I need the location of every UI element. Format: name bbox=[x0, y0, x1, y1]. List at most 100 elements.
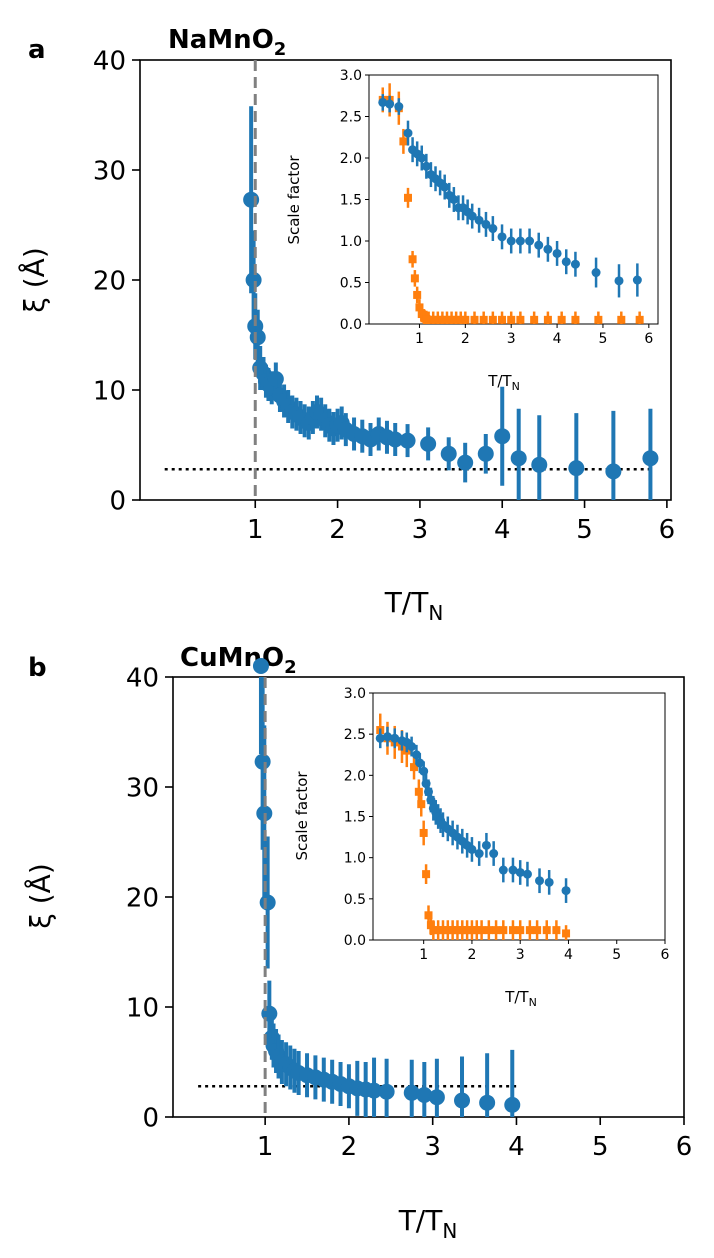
b-y-tick-label: 30 bbox=[126, 773, 159, 803]
material-title-a: NaMnO2 bbox=[168, 25, 286, 60]
a-inset-data-point bbox=[399, 137, 408, 146]
panel-b: 1 2 3 4 5 6 0 10 20 30 40 1 2 3 4 5 6 0.0 0.5 1.0 1.5 2.0 2.5 3… bbox=[126, 658, 692, 1162]
a-inset-data-point bbox=[403, 193, 412, 202]
b-inset-data-point bbox=[453, 926, 462, 935]
a-y-tick-label: 10 bbox=[93, 376, 126, 406]
b-inset-data-point bbox=[533, 926, 542, 935]
a-inset-data-point bbox=[424, 315, 433, 324]
a-inset-y-tick-label: 1.0 bbox=[340, 234, 362, 250]
a-y-tick-label: 30 bbox=[93, 156, 126, 186]
b-y-tick-label: 40 bbox=[126, 663, 159, 693]
inset-y-axis-label-a: Scale factor bbox=[285, 155, 303, 245]
a-inset-data-point bbox=[479, 315, 488, 324]
b-inset-data-point bbox=[375, 733, 385, 743]
a-data-point bbox=[440, 445, 457, 462]
b-inset-y-tick-label: 2.0 bbox=[344, 768, 366, 784]
a-inset-data-point bbox=[481, 219, 491, 229]
b-data-point bbox=[403, 1084, 420, 1101]
a-y-tick-label: 0 bbox=[109, 486, 126, 516]
a-inset-x-tick-label: 2 bbox=[461, 331, 470, 347]
b-inset-data-point bbox=[458, 926, 467, 935]
b-data-point bbox=[259, 894, 276, 911]
a-inset-data-point bbox=[456, 315, 465, 324]
a-inset-data-point bbox=[467, 211, 477, 221]
material-title-b: CuMnO2 bbox=[180, 643, 297, 678]
b-inset-y-tick-label: 2.5 bbox=[344, 727, 366, 743]
b-inset-data-point bbox=[415, 758, 425, 768]
b-inset-data-point bbox=[492, 926, 501, 935]
b-inset-data-point bbox=[515, 867, 525, 877]
a-inset-data-point bbox=[617, 315, 626, 324]
b-inset-data-point bbox=[429, 926, 438, 935]
b-x-tick-label: 4 bbox=[508, 1132, 525, 1162]
b-y-tick-label: 20 bbox=[126, 883, 159, 913]
a-x-tick-label: 3 bbox=[412, 515, 429, 545]
a-inset-y-tick-label: 0.5 bbox=[340, 276, 362, 292]
a-inset-y-tick-label: 3.0 bbox=[340, 68, 362, 84]
y-axis-label-a: ξ (Å) bbox=[17, 247, 51, 313]
x-axis-label-b: T/TN bbox=[398, 1204, 458, 1243]
a-inset-data-point bbox=[452, 315, 461, 324]
a-inset-data-point bbox=[429, 315, 438, 324]
a-inset-data-point bbox=[543, 244, 553, 254]
a-inset-data-point bbox=[570, 259, 580, 269]
a-inset-data-point bbox=[415, 303, 424, 312]
a-inset-data-point bbox=[410, 274, 419, 283]
panel-a: 1 2 3 4 5 6 0 10 20 30 40 1 2 3 4 5 6 0.0 0.5 1.0 1.5 2.0 2.5 3… bbox=[93, 46, 675, 545]
a-inset-x-tick-label: 3 bbox=[507, 331, 516, 347]
b-data-point bbox=[366, 1082, 383, 1099]
a-data-point bbox=[387, 431, 404, 448]
b-inset-data-point bbox=[508, 926, 517, 935]
b-x-tick-label: 2 bbox=[341, 1132, 358, 1162]
a-inset-data-point bbox=[571, 315, 580, 324]
b-inset-data-point bbox=[417, 800, 426, 809]
a-data-point bbox=[494, 428, 511, 445]
a-y-tick-label: 40 bbox=[93, 46, 126, 76]
b-inset-data-point bbox=[481, 840, 491, 850]
b-inset-data-point bbox=[419, 828, 428, 837]
b-x-tick-label: 1 bbox=[257, 1132, 274, 1162]
a-data-point bbox=[568, 460, 585, 477]
a-inset-data-point bbox=[403, 128, 413, 138]
a-inset-data-point bbox=[413, 290, 422, 299]
b-inset-data-point bbox=[499, 926, 508, 935]
b-y-tick-label: 0 bbox=[142, 1103, 159, 1133]
a-inset-data-point bbox=[525, 236, 535, 246]
a-inset-data-point bbox=[421, 161, 431, 171]
b-inset-background bbox=[373, 693, 665, 940]
b-inset-data-point bbox=[544, 877, 554, 887]
inset-x-axis-label-b: T/TN bbox=[504, 988, 537, 1009]
b-inset-data-point bbox=[472, 926, 481, 935]
a-inset-data-point bbox=[552, 248, 562, 258]
b-x-tick-label: 6 bbox=[676, 1132, 693, 1162]
b-inset-data-point bbox=[508, 865, 518, 875]
b-inset-data-point bbox=[434, 926, 443, 935]
a-inset-data-point bbox=[635, 315, 644, 324]
a-inset-data-point bbox=[543, 315, 552, 324]
a-data-point bbox=[249, 329, 266, 346]
a-inset-data-point bbox=[474, 215, 484, 225]
b-inset-x-tick-label: 3 bbox=[516, 947, 525, 963]
b-inset-data-point bbox=[484, 926, 493, 935]
b-data-point bbox=[504, 1096, 521, 1113]
inset-x-axis-label-a: T/TN bbox=[487, 372, 520, 393]
a-inset-data-point bbox=[594, 315, 603, 324]
b-inset-data-point bbox=[561, 886, 571, 896]
a-inset-background bbox=[369, 75, 658, 324]
a-inset-x-tick-label: 6 bbox=[644, 331, 653, 347]
a-inset-data-point bbox=[561, 257, 571, 267]
b-inset-data-point bbox=[535, 876, 545, 886]
panel-label-a: a bbox=[28, 35, 46, 65]
a-inset-data-point bbox=[515, 236, 525, 246]
b-inset-data-point bbox=[467, 844, 477, 854]
a-inset-y-tick-label: 1.5 bbox=[340, 193, 362, 209]
a-inset-data-point bbox=[378, 97, 388, 107]
a-inset-data-point bbox=[632, 275, 642, 285]
a-x-tick-label: 2 bbox=[329, 515, 346, 545]
b-inset-data-point bbox=[498, 865, 508, 875]
a-inset-data-point bbox=[438, 315, 447, 324]
b-inset-data-point bbox=[562, 929, 571, 938]
b-inset-data-point bbox=[542, 926, 551, 935]
b-inset-data-point bbox=[516, 926, 525, 935]
a-inset-data-point bbox=[461, 315, 470, 324]
